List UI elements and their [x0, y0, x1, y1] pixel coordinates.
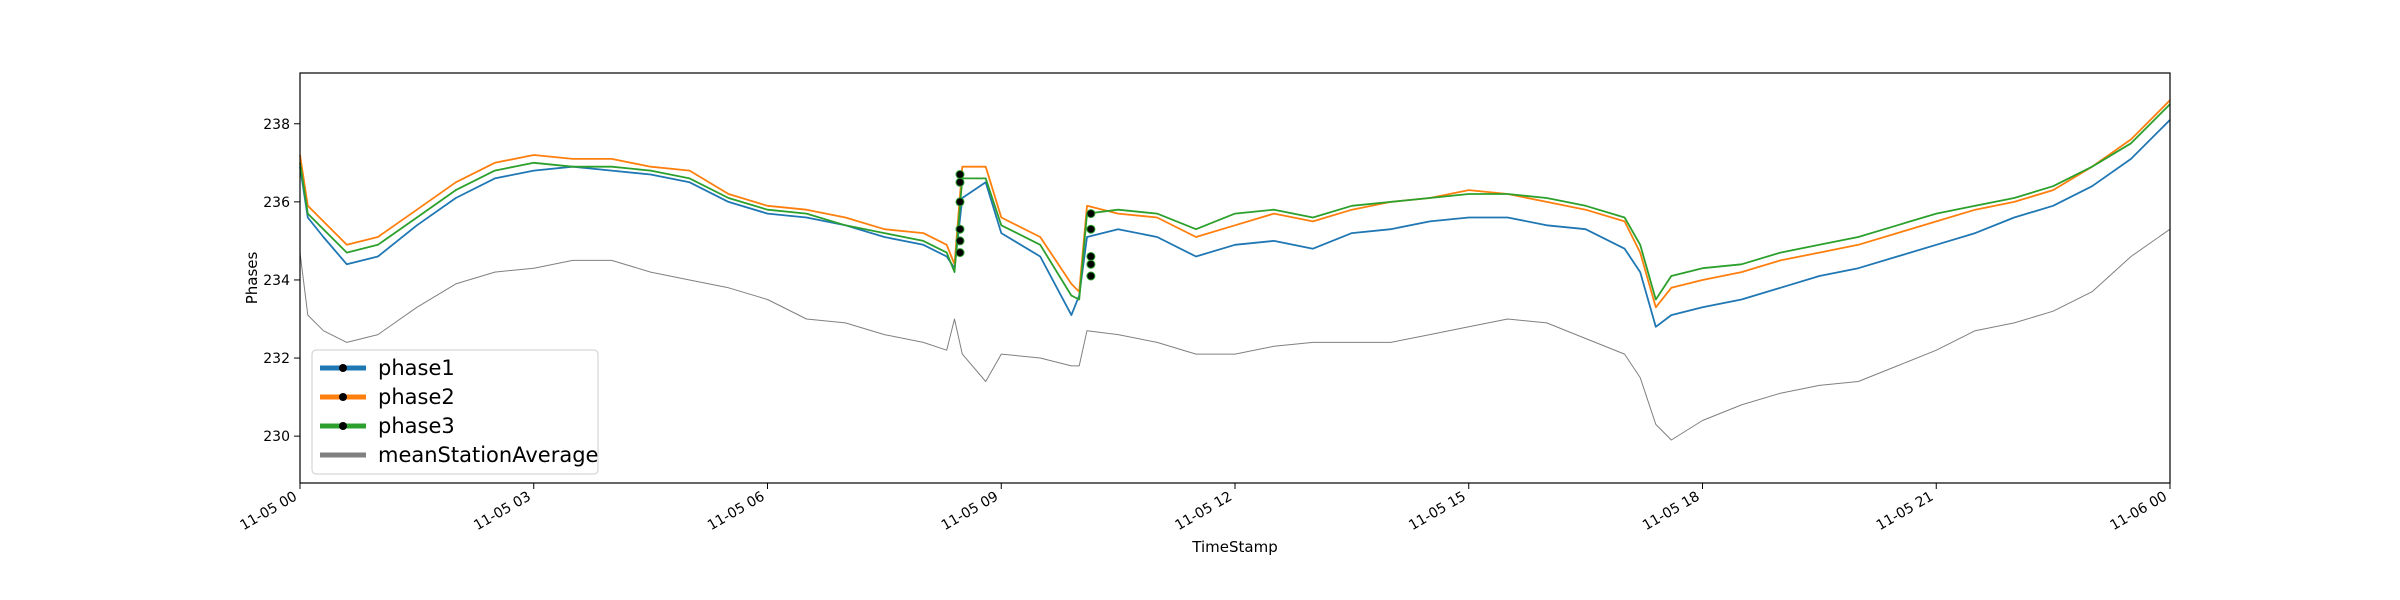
- x-tick-label: 11-05 21: [1874, 489, 1937, 534]
- legend-label-phase1: phase1: [378, 356, 455, 380]
- y-tick-label: 232: [263, 351, 290, 367]
- y-axis: 230 232 234 236 238: [263, 117, 300, 445]
- marker-point-1-3: [1086, 259, 1096, 269]
- x-tick-label: 11-05 06: [705, 489, 768, 534]
- marker-point-1-4: [1086, 271, 1096, 281]
- series-line-phase3: [299, 103, 2171, 301]
- x-axis-title: TimeStamp: [1191, 538, 1277, 556]
- x-tick-label: 11-05 15: [1406, 489, 1469, 534]
- x-tick-label: 11-05 12: [1172, 489, 1235, 534]
- marker-point-0-0: [955, 170, 965, 179]
- x-tick-label: 11-05 09: [939, 489, 1002, 534]
- legend: phase1 phase2 phase3 meanStationAverage: [311, 349, 599, 475]
- marker-point-0-4: [955, 236, 965, 246]
- x-axis: 11-05 00 11-05 03 11-05 06 11-05 09 11-05 12…: [237, 483, 2171, 534]
- y-tick-label: 234: [263, 273, 290, 289]
- legend-marker-phase1: [339, 364, 347, 372]
- marker-point-0-2: [955, 197, 965, 207]
- y-tick-label: 238: [263, 117, 290, 133]
- marker-point-0-1: [955, 177, 965, 187]
- x-tick-label: 11-05 03: [471, 489, 534, 534]
- series-line-phase1: [299, 119, 2171, 328]
- legend-marker-phase2: [339, 393, 347, 401]
- marker-point-1-0: [1086, 209, 1096, 219]
- y-tick-label: 236: [263, 195, 290, 211]
- marker-point-0-3: [955, 224, 965, 234]
- marker-layer: [955, 170, 1096, 281]
- x-tick-label: 11-05 18: [1640, 489, 1703, 534]
- legend-label-meanStationAverage: meanStationAverage: [378, 443, 598, 467]
- x-tick-label: 11-05 00: [237, 489, 300, 534]
- series-line-meanStationAverage: [299, 228, 2171, 441]
- legend-marker-phase3: [339, 422, 347, 430]
- marker-point-1-1: [1086, 224, 1096, 234]
- marker-point-1-2: [1086, 252, 1096, 261]
- x-tick-label: 11-06 00: [2107, 489, 2170, 534]
- marker-point-0-5: [955, 248, 965, 258]
- series-layer: [299, 99, 2171, 441]
- series-line-phase2: [299, 99, 2171, 309]
- legend-label-phase3: phase3: [378, 414, 455, 438]
- y-axis-title: Phases: [243, 252, 261, 305]
- y-tick-label: 230: [263, 429, 290, 445]
- legend-box: [311, 349, 599, 475]
- legend-label-phase2: phase2: [378, 385, 455, 409]
